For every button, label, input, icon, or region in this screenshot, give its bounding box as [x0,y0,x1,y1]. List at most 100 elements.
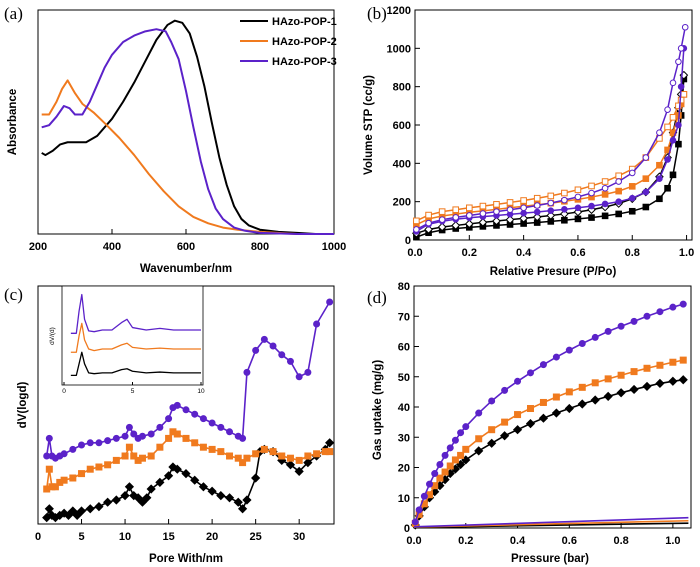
panel-c-xtick-label: 30 [293,531,305,543]
panel-c-series-0-point [198,482,209,492]
panel-c-series-0-point [303,457,313,468]
panel-b-series-2-point [628,183,636,190]
panel-d-ytick-label: 0 [404,523,410,535]
panel-d-series-0-point [629,384,639,395]
panel-d-series-0-line [414,378,684,526]
panel-d-series-1-point [526,405,534,413]
panel-d-series-2-point [462,423,470,431]
panel-b-series-0-point [588,214,595,221]
panel-d-xtick-label: 0.4 [510,535,526,547]
panel-d-series-2-point [451,436,459,444]
panel-b-series-4-point [675,121,682,129]
panel-c-series-0-point [133,493,143,503]
panel-d-series-2-point [436,460,444,468]
panel-b-series-2-point [601,191,609,198]
panel-c-series-1-point [199,443,207,451]
panel-b-series-3-point [669,114,677,121]
panel-b-xtick-label: 0.2 [462,247,477,259]
panel-d-series-1-point [457,451,465,459]
panel-d-series-5-line [413,516,689,528]
panel-c-series-2-point [239,434,247,442]
panel-d-label: (d) [367,288,387,307]
panel-b-series-1-point [424,225,433,234]
panel-c-series-2-line [45,301,331,460]
panel-b-series-4-point [677,83,685,90]
panel-c-series-1-point [130,452,138,460]
panel-d-series-0-point [668,376,678,386]
panel-c-inset-xtick-label: 10 [197,388,205,395]
panel-b-series-0-point [669,171,677,179]
panel-b-ytick-label: 1000 [387,43,411,55]
panel-d-series-2-point [669,303,677,311]
panel-b-series-5-point [561,196,568,204]
panel-b-series-0-point [675,140,682,148]
panel-c-series-0-point [76,506,87,516]
panel-b-xtick-label: 1.0 [679,247,694,259]
panel-a-xtick-label: 600 [177,241,195,253]
panel-c-series-0-point [190,475,200,485]
panel-b-series-0-point [656,195,663,203]
panel-d-series-0-point [551,408,561,418]
panel-b-series-4-point [533,208,541,216]
panel-a-series-2-line [41,28,334,235]
panel-d-xtick-label: 0.0 [406,535,421,547]
panel-c-series-0-point [233,497,243,507]
panel-d-series-2-point [475,409,483,417]
legend-label-pop1: HAzo-POP-1 [272,16,337,28]
panel-b-xtick-label: 0.6 [570,247,585,259]
panel-c-series-2-point [165,415,173,423]
panel-c-series-1-point [286,454,294,462]
panel-b-ytick-label: 1200 [387,5,411,17]
panel-a-xtick-label: 200 [29,241,47,253]
panel-b-series-4-point [520,209,527,217]
panel-a-xlabel: Wavenumber/nm [140,263,232,275]
panel-d-series-1-point [441,468,449,476]
panel-b-series-3-point [561,189,568,197]
panel-b-ytick-label: 200 [393,197,411,209]
panel-c-series-2-point [69,445,77,453]
panel-c-series-0-point [163,471,174,481]
panel-a-xtick-label: 400 [103,241,121,253]
panel-d-series-1-point [578,383,586,391]
panel-b-xtick-label: 0.8 [625,247,640,259]
panel-a-ylabel: Absorbance [7,89,19,155]
panel-b-ytick-label: 400 [393,158,411,170]
panel-c-series-2-point [208,419,216,427]
panel-d-series-0-point [616,388,626,398]
panel-c-series-2-point [269,342,277,350]
panel-d-series-1-point [501,418,509,426]
panel-b-series-3-point [615,172,622,180]
panel-b-series-1-point [478,218,488,227]
panel-c-inset-xtick-label: 5 [131,388,135,395]
panel-b-series-5-point [628,169,636,177]
panel-d-series-0-point [655,378,665,389]
panel-d-series-1-point [591,379,599,387]
panel-d-ytick-label: 80 [398,281,410,293]
panel-c-series-1-point [125,443,133,451]
panel-b-series-5-point [588,189,595,197]
panel-c-series-0-point [168,462,178,472]
panel-b-xtick-label: 0.0 [407,247,422,259]
panel-b-series-2-point [615,187,622,195]
panel-b-series-3-point [438,208,446,215]
panel-c-series-2-point [95,439,103,447]
panel-b-series-5-point [493,208,500,215]
panel-c-series-2-point [226,428,234,436]
panel-b-series-1-point [492,216,501,226]
panel-b-series-3-point [588,182,595,190]
panel-c-series-2-point [199,415,207,423]
panel-d-xtick-label: 0.6 [562,535,577,547]
panel-d-series-0-point [678,375,688,385]
panel-d-series-0-point [474,446,484,456]
panel-b-ytick-label: 800 [393,82,411,94]
panel-d-ytick-label: 40 [398,402,410,414]
panel-b-series-5-point [642,154,650,161]
panel-b-series-4-point [547,207,555,214]
panel-b-series-2-point [656,161,663,169]
panel-b-series-5-point [413,226,420,233]
panel-c-series-2-point [313,320,321,328]
panel-c-series-1-point [182,434,190,442]
panel-c-series-1-point [234,454,242,462]
panel-c-series-1-point [95,463,103,471]
